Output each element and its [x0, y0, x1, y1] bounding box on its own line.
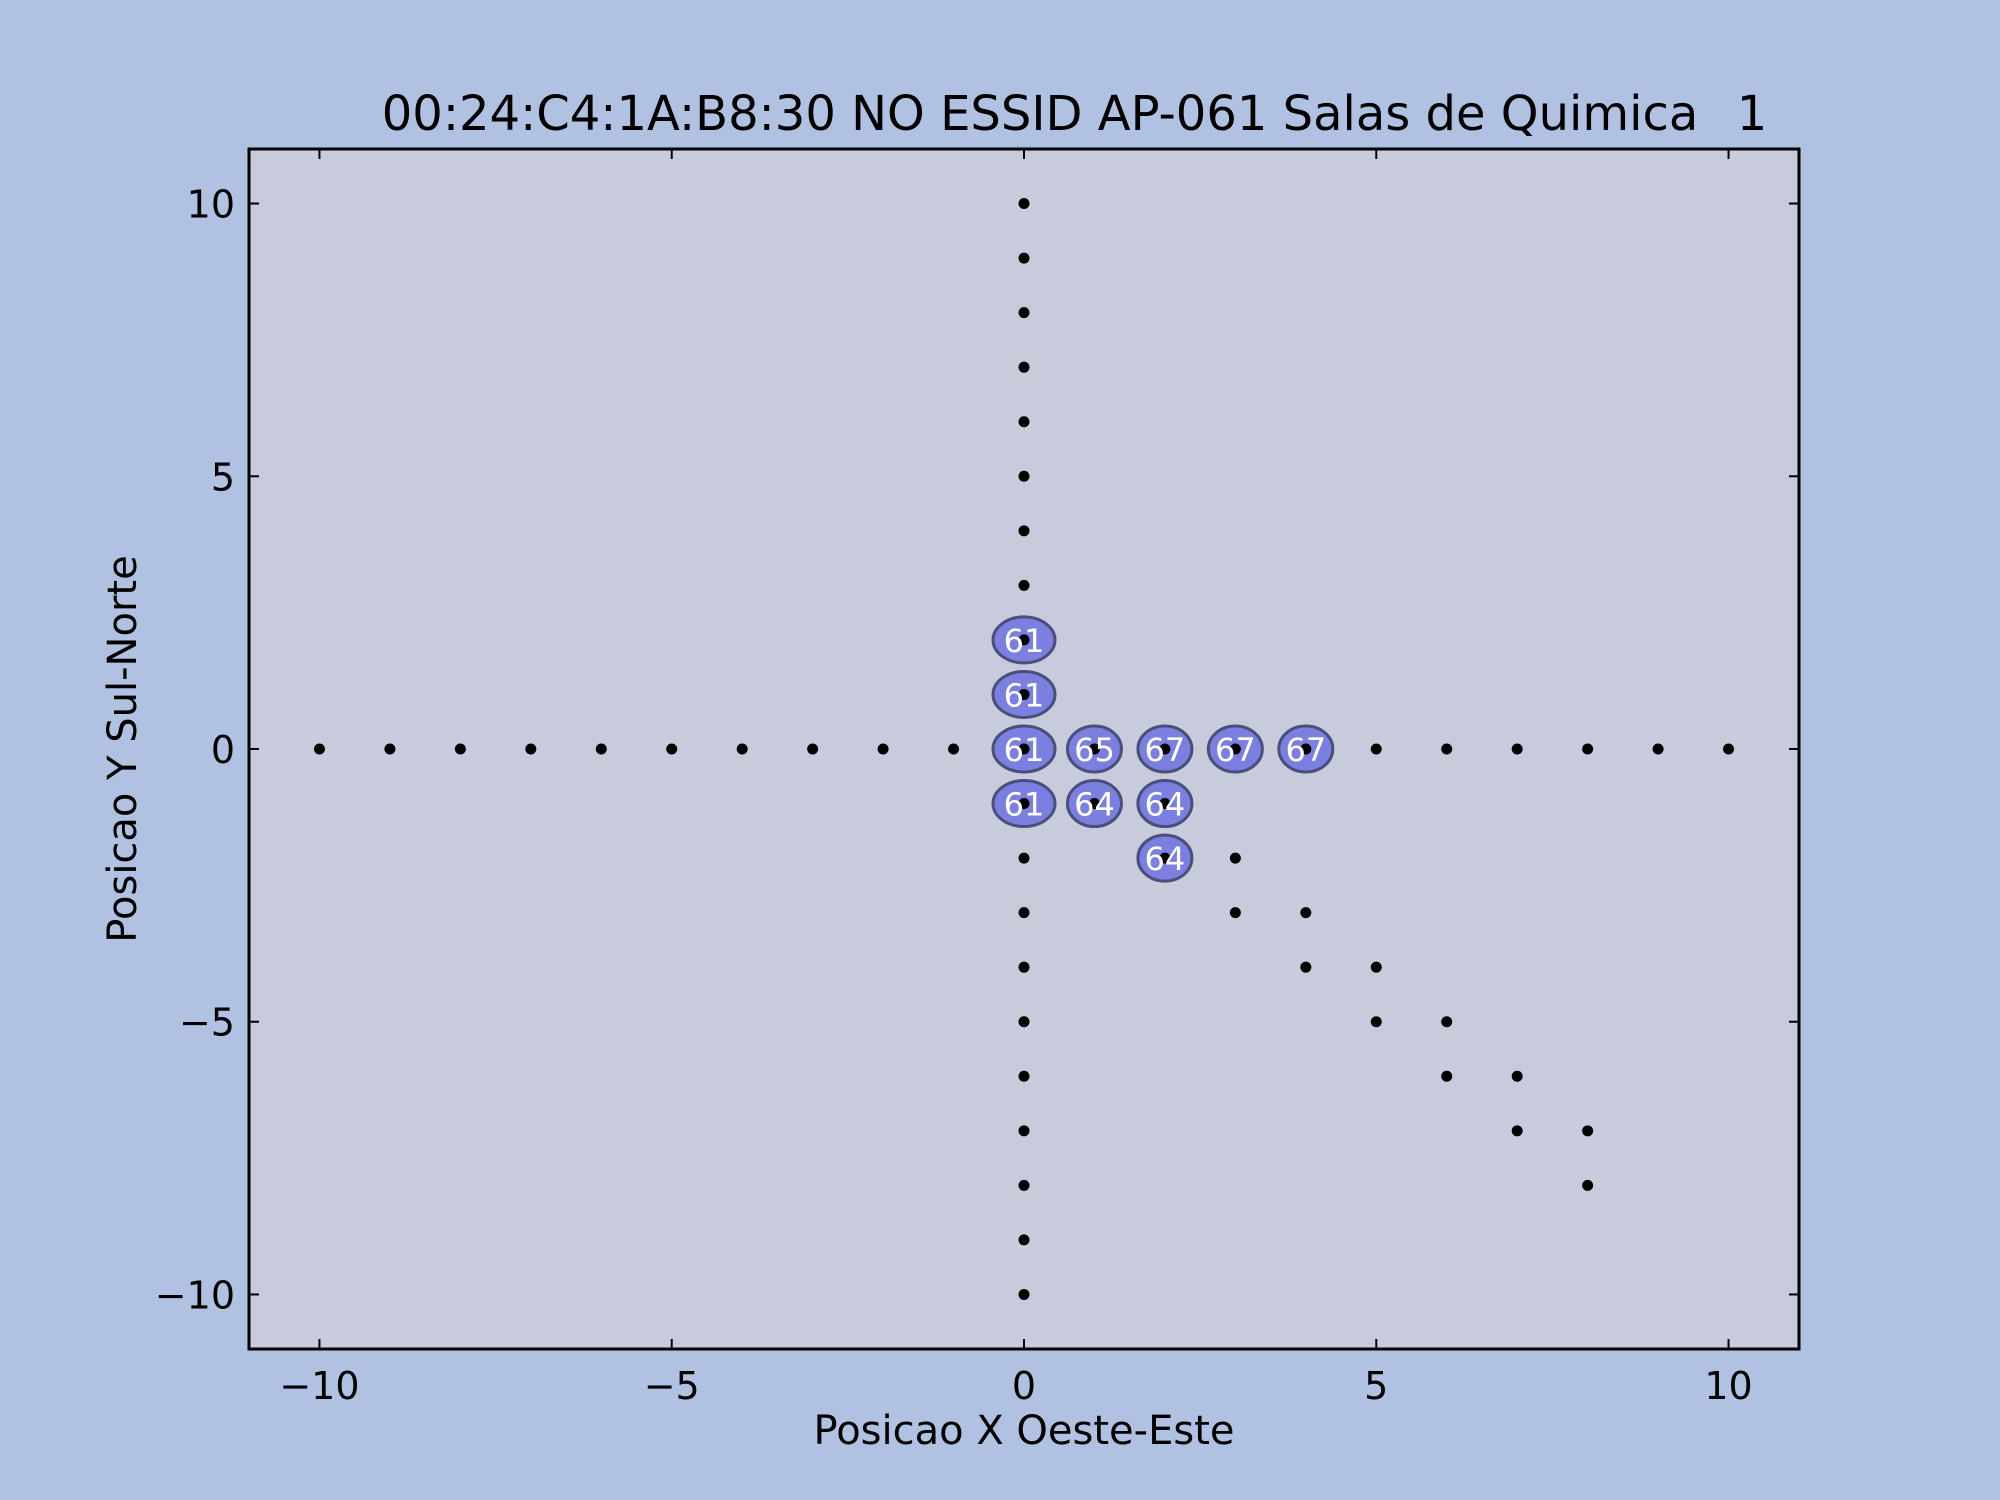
axis-ticks: −10 −5 0 5 10 −10 −5 0 5 10 [155, 149, 1799, 1408]
data-point [736, 743, 748, 755]
x-tick-label: −10 [279, 1364, 359, 1408]
y-tick-label: −5 [179, 1001, 235, 1045]
data-point [1159, 743, 1171, 755]
data-point [1018, 798, 1030, 810]
chart-title-suffix: 1 [1737, 86, 1768, 142]
data-point [1018, 743, 1030, 755]
data-point [1018, 307, 1030, 319]
y-tick-label: 10 [187, 183, 235, 227]
data-point [1370, 1016, 1382, 1028]
data-point [525, 743, 537, 755]
signal-label-value: 61 [1004, 622, 1045, 660]
data-point [1018, 1016, 1030, 1028]
data-point [1441, 743, 1453, 755]
data-point [1018, 961, 1030, 973]
signal-label: 64 [1136, 833, 1194, 883]
data-point [1018, 1125, 1030, 1137]
data-point [1441, 1070, 1453, 1082]
data-point [1723, 743, 1735, 755]
data-point [1018, 1179, 1030, 1191]
data-point [1229, 907, 1241, 919]
data-point [1300, 961, 1312, 973]
data-point [1652, 743, 1664, 755]
x-tick-label: 10 [1704, 1364, 1752, 1408]
data-point [666, 743, 678, 755]
signal-label-value: 65 [1074, 731, 1115, 769]
signal-label: 61 [991, 779, 1057, 829]
data-point [1300, 743, 1312, 755]
data-point [1511, 743, 1523, 755]
data-point [384, 743, 396, 755]
y-tick-label: 0 [211, 728, 235, 772]
signal-label-value: 61 [1004, 676, 1045, 714]
signal-label: 65 [1065, 724, 1123, 774]
y-axis-label: Posicao Y Sul-Norte [100, 555, 146, 942]
signal-label: 64 [1136, 779, 1194, 829]
data-point [1370, 961, 1382, 973]
y-tick-label: −10 [155, 1273, 235, 1317]
data-point [1018, 198, 1030, 210]
data-point [1088, 798, 1100, 810]
data-point [1582, 743, 1594, 755]
data-point [1300, 907, 1312, 919]
data-point [1582, 1179, 1594, 1191]
data-point [948, 743, 960, 755]
signal-label: 61 [991, 724, 1057, 774]
data-point [1018, 252, 1030, 264]
signal-label: 67 [1206, 724, 1264, 774]
data-point [1370, 743, 1382, 755]
data-point [1018, 907, 1030, 919]
signal-label: 61 [991, 669, 1057, 719]
data-point [877, 743, 889, 755]
signal-label-value: 64 [1074, 786, 1115, 824]
data-point [1441, 1016, 1453, 1028]
x-tick-label: 0 [1012, 1364, 1036, 1408]
data-point [1018, 525, 1030, 537]
data-point [1088, 743, 1100, 755]
data-point [1511, 1070, 1523, 1082]
signal-label: 67 [1277, 724, 1335, 774]
data-point [595, 743, 607, 755]
x-tick-label: −5 [644, 1364, 700, 1408]
data-point [454, 743, 466, 755]
data-point [1018, 852, 1030, 864]
data-point [1018, 1288, 1030, 1300]
data-point [1018, 1234, 1030, 1246]
chart-title: 00:24:C4:1A:B8:30 NO ESSID AP-061 Salas … [382, 86, 1699, 142]
signal-label: 64 [1065, 779, 1123, 829]
data-point [1018, 470, 1030, 482]
x-tick-label: 5 [1364, 1364, 1388, 1408]
data-point [1229, 743, 1241, 755]
data-point [1018, 361, 1030, 373]
x-axis-label: Posicao X Oeste-Este [814, 1408, 1235, 1454]
data-point [313, 743, 325, 755]
data-point [1511, 1125, 1523, 1137]
signal-labels: 61 61 61 65 67 67 67 61 64 64 64 [991, 615, 1335, 883]
data-point [807, 743, 819, 755]
signal-label-value: 64 [1145, 786, 1186, 824]
data-point [1018, 416, 1030, 428]
signal-label: 61 [991, 615, 1057, 665]
y-tick-label: 5 [211, 455, 235, 499]
data-point [1018, 688, 1030, 700]
data-point [1018, 1070, 1030, 1082]
signal-label-value: 64 [1145, 840, 1186, 878]
signal-label-value: 67 [1145, 731, 1186, 769]
data-point [1582, 1125, 1594, 1137]
data-point [1159, 852, 1171, 864]
data-point [1018, 634, 1030, 646]
signal-label: 67 [1136, 724, 1194, 774]
signal-label-value: 67 [1285, 731, 1326, 769]
signal-label-value: 61 [1004, 786, 1045, 824]
data-point [1159, 798, 1171, 810]
signal-label-value: 61 [1004, 731, 1045, 769]
data-point [1018, 579, 1030, 591]
signal-label-value: 67 [1215, 731, 1256, 769]
data-point [1229, 852, 1241, 864]
